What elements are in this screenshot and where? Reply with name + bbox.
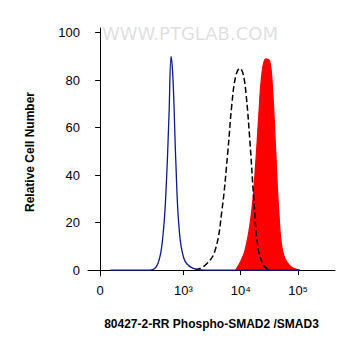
svg-text:60: 60: [66, 120, 80, 135]
svg-text:10³: 10³: [174, 283, 193, 298]
svg-text:20: 20: [66, 215, 80, 230]
svg-text:0: 0: [97, 283, 104, 298]
svg-text:WWW.PTGLAB.COM: WWW.PTGLAB.COM: [102, 23, 278, 44]
svg-text:40: 40: [66, 168, 80, 183]
svg-text:100: 100: [58, 25, 80, 40]
svg-text:80: 80: [66, 73, 80, 88]
svg-text:10⁴: 10⁴: [231, 283, 251, 298]
svg-text:0: 0: [73, 263, 80, 278]
svg-text:80427-2-RR Phospho-SMAD2 /SMAD: 80427-2-RR Phospho-SMAD2 /SMAD3: [104, 317, 319, 331]
svg-text:Relative Cell Number: Relative Cell Number: [23, 92, 37, 212]
svg-text:10⁵: 10⁵: [288, 283, 308, 298]
